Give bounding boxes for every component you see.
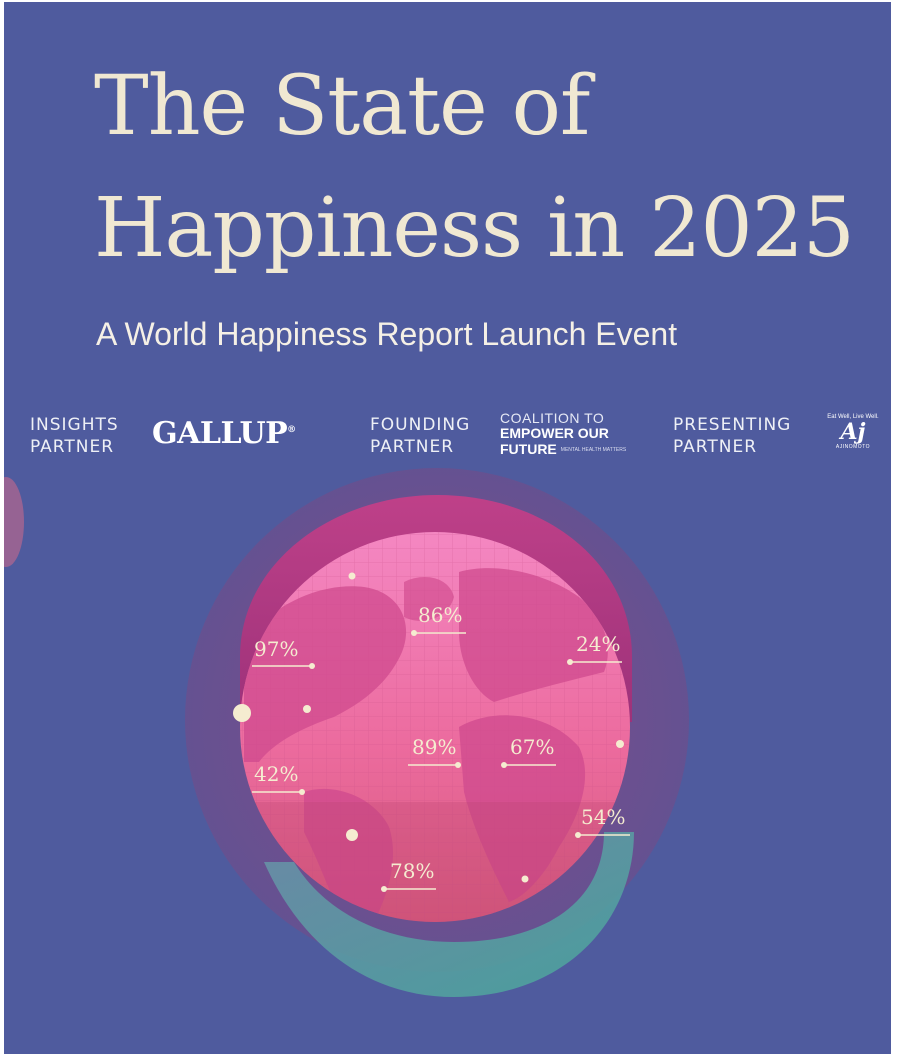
ajinomoto-logo: Eat Well, Live Well. Aj AJINOMOTO [820, 414, 886, 450]
south-america-shape [304, 788, 394, 922]
marker-dot [521, 875, 529, 883]
stat-callout: 86% [411, 603, 466, 636]
stat-label: 86% [418, 603, 462, 627]
coalition-logo-tagline: MENTAL HEALTH MATTERS [560, 446, 627, 453]
insights-partner-label-line2: PARTNER [30, 437, 115, 457]
stat-callout: 97% [252, 637, 315, 669]
event-subtitle: A World Happiness Report Launch Event [96, 316, 678, 352]
gallup-logo-text: GALLUP [152, 416, 288, 451]
ajinomoto-tagline: Eat Well, Live Well. [827, 414, 879, 420]
globe-illustration: 97% 86% 24% 89% 67% 42% [4, 468, 689, 997]
coalition-logo-line1: COALITION TO [500, 410, 605, 426]
event-poster: The State of Happiness in 2025 A World H… [4, 2, 891, 1054]
stat-callout: 42% [252, 762, 305, 795]
stat-label: 97% [254, 637, 298, 661]
north-america-shape [244, 586, 407, 762]
gallup-registered-mark: ® [287, 425, 296, 435]
gallup-logo: GALLUP® [152, 416, 296, 451]
stat-callout: 24% [567, 632, 622, 665]
marker-dot [616, 740, 624, 748]
title-line-2: Happiness in 2025 [94, 181, 855, 276]
stat-label: 67% [510, 735, 554, 759]
marker-dot [303, 705, 311, 713]
greenland-shape [404, 577, 454, 621]
stat-callout: 78% [381, 859, 436, 892]
stat-callout: 67% [501, 735, 556, 768]
stat-label: 42% [254, 762, 298, 786]
coalition-logo-line3: FUTURE [500, 441, 557, 457]
marker-dot [348, 572, 356, 580]
africa-shape [459, 715, 586, 902]
marker-dot [346, 829, 358, 841]
founding-partner-label-line1: FOUNDING [370, 415, 471, 435]
teal-ring [264, 832, 634, 997]
ajinomoto-mark: Aj [840, 419, 866, 445]
coalition-logo-line2: EMPOWER OUR [500, 425, 609, 441]
stat-callout: 54% [575, 805, 630, 838]
founding-partner-label: FOUNDING PARTNER [370, 414, 470, 458]
presenting-partner-label-line2: PARTNER [673, 437, 758, 457]
stat-label: 54% [581, 805, 625, 829]
presenting-partner-label-line1: PRESENTING [673, 415, 792, 435]
ajinomoto-name: AJINOMOTO [835, 444, 871, 450]
event-title: The State of Happiness in 2025 [94, 46, 874, 290]
insights-partner-label-line1: INSIGHTS [30, 415, 119, 435]
marker-dot [233, 704, 251, 722]
coalition-logo: COALITION TO EMPOWER OUR FUTURE MENTAL HE… [500, 411, 626, 459]
europe-asia-shape [459, 568, 608, 702]
insights-partner-label: INSIGHTS PARTNER [30, 414, 119, 458]
edge-glow [4, 477, 24, 567]
title-line-1: The State of [94, 59, 590, 154]
stat-label: 78% [390, 859, 434, 883]
founding-partner-label-line2: PARTNER [370, 437, 455, 457]
stat-callout: 89% [408, 735, 461, 768]
presenting-partner-label: PRESENTING PARTNER [673, 414, 791, 458]
stat-label: 24% [576, 632, 620, 656]
stat-label: 89% [412, 735, 456, 759]
